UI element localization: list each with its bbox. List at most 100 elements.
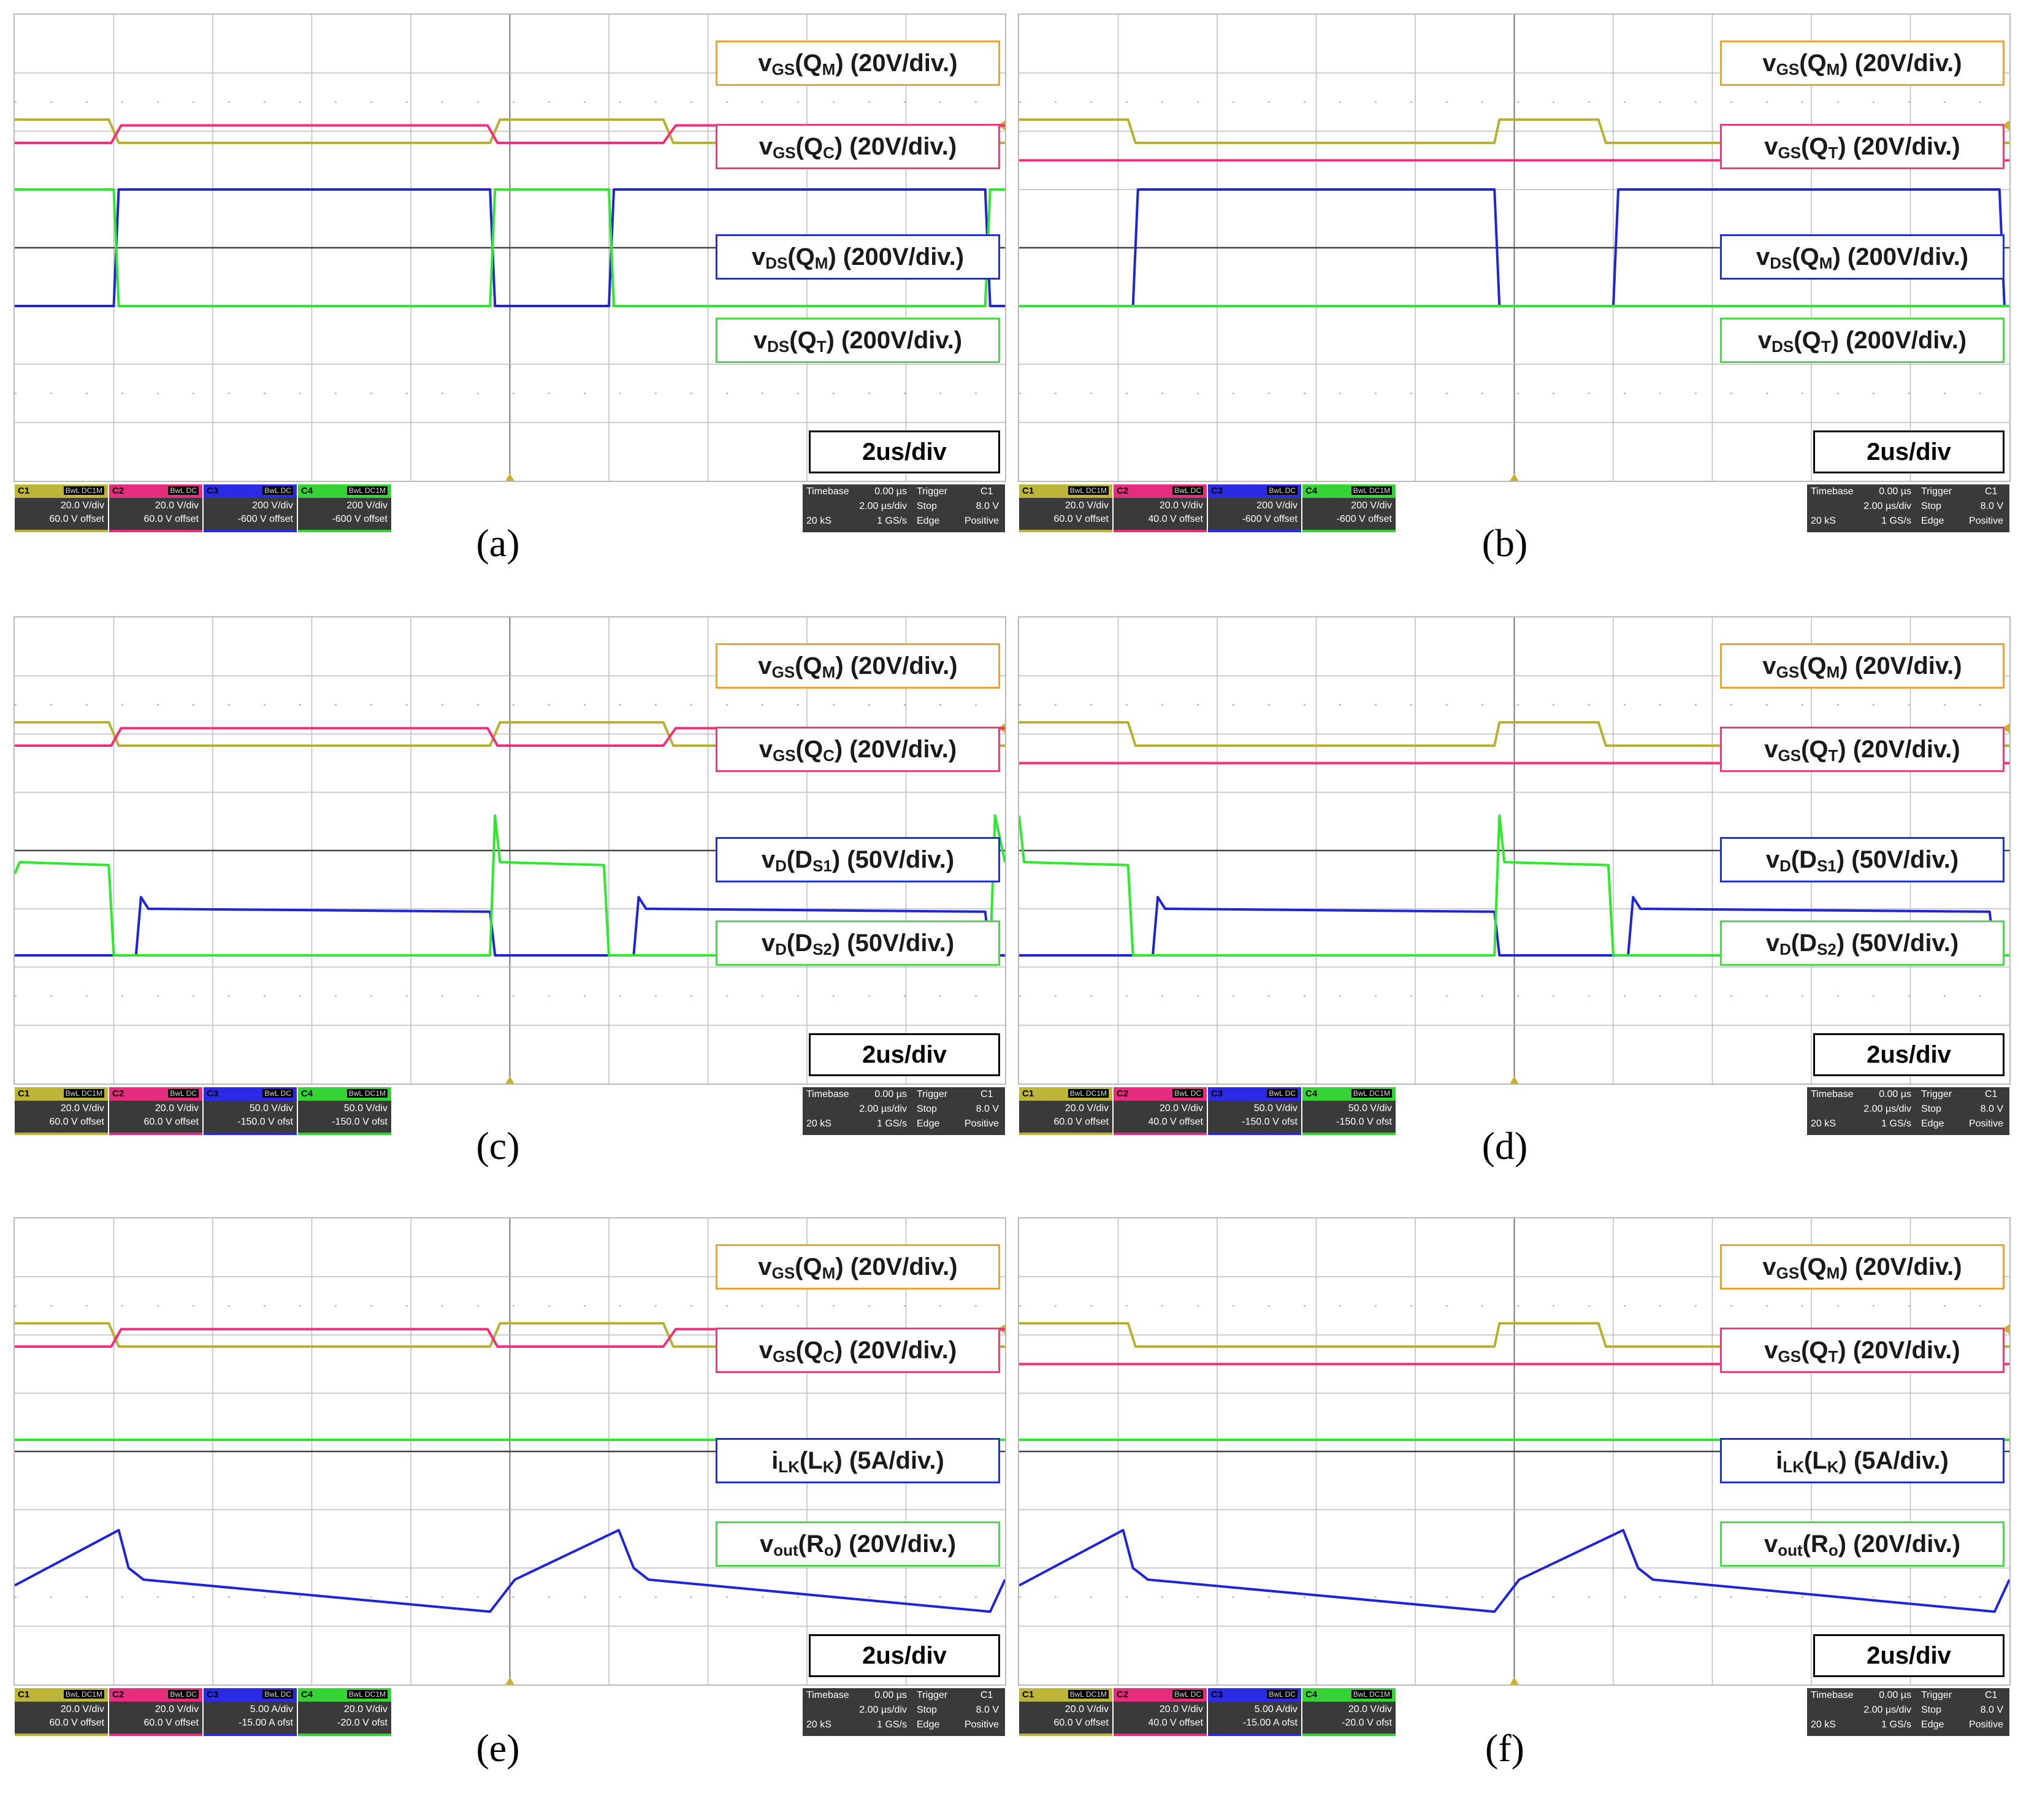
channel-underline bbox=[1208, 1734, 1301, 1736]
label-pre: v bbox=[1756, 243, 1770, 270]
channel-status-bar: C1 BwL DC1M 20.0 V/div 60.0 V offset C2 BwL D… bbox=[15, 1688, 1005, 1736]
timebase-samples: 20 kS bbox=[1811, 1719, 1836, 1730]
time-per-div-label: 2us/div bbox=[1813, 1634, 2005, 1677]
label-post: ) (200V/div.) bbox=[828, 243, 965, 270]
label-sub: GS bbox=[773, 746, 796, 765]
channel-name: C3 bbox=[1211, 1088, 1223, 1099]
label-pre: v bbox=[759, 1337, 773, 1364]
label-mid: (D bbox=[786, 930, 813, 957]
timebase-sample-rate: 1 GS/s bbox=[1881, 1719, 1911, 1730]
timebase-trigger-mode: Stop bbox=[917, 1705, 937, 1715]
label-post: ) (50V/div.) bbox=[831, 930, 955, 957]
channel-underline bbox=[15, 1133, 108, 1135]
timebase-sample-rate: 1 GS/s bbox=[1881, 1118, 1911, 1129]
timebase-rate: 2.00 µs/div bbox=[859, 1104, 907, 1114]
label-mid: (Q bbox=[795, 1253, 822, 1280]
timebase-trigger-src: C1 bbox=[1985, 1089, 1998, 1099]
scope-screen: vGS(QM) (20V/div.) vGS(QT) (20V/div.) vDS(… bbox=[1018, 13, 2011, 532]
channel-offset: 60.0 V offset bbox=[143, 1718, 199, 1728]
channel-scale: 20.0 V/div bbox=[343, 1704, 388, 1715]
timebase-trigger-level: 8.0 V bbox=[1980, 501, 2003, 511]
channel-name: C3 bbox=[207, 1689, 219, 1700]
trigger-level-marker bbox=[2002, 1324, 2009, 1334]
timebase-delay: 0.00 µs bbox=[1879, 486, 1911, 497]
label-pre: v bbox=[758, 1253, 772, 1280]
channel-info-c2: C2 BwL DC 20.0 V/div 40.0 V offset bbox=[1114, 1688, 1207, 1736]
scope-screen: vGS(QM) (20V/div.) vGS(QC) (20V/div.) iLK(… bbox=[13, 1217, 1006, 1736]
channel-offset: -600 V offset bbox=[1336, 514, 1392, 524]
timebase-trigger-src: C1 bbox=[980, 1690, 993, 1700]
label-post: ) (20V/div.) bbox=[1840, 1253, 1962, 1280]
channel-offset: -150.0 V ofst bbox=[1242, 1117, 1298, 1127]
signal-label: vGS(QC) (20V/div.) bbox=[716, 727, 1000, 772]
timebase-trigger-title: Trigger bbox=[917, 486, 948, 497]
channel-status-bar: C1 BwL DC1M 20.0 V/div 60.0 V offset C2 BwL D… bbox=[1019, 1087, 2009, 1135]
channel-scale: 50.0 V/div bbox=[249, 1103, 293, 1114]
channel-scale: 20.0 V/div bbox=[60, 1103, 104, 1114]
trigger-time-marker bbox=[1510, 1677, 1519, 1684]
label-sub: GS bbox=[1778, 746, 1802, 765]
label-pre: v bbox=[761, 930, 776, 957]
signal-label: vD(DS1) (50V/div.) bbox=[1720, 837, 2005, 882]
time-per-div-label: 2us/div bbox=[809, 1033, 1000, 1076]
scope-screen: vGS(QM) (20V/div.) vGS(QT) (20V/div.) iLK(… bbox=[1018, 1217, 2011, 1736]
channel-scale: 20.0 V/div bbox=[1159, 500, 1203, 511]
label-post: ) (20V/div.) bbox=[834, 133, 957, 160]
channel-underline bbox=[1114, 1133, 1207, 1135]
label-post: ) (50V/div.) bbox=[831, 846, 955, 873]
label-post: ) (200V/div.) bbox=[826, 327, 963, 354]
channel-coupling-tag: BwL DC1M bbox=[1068, 1690, 1109, 1699]
timebase-trigger-title: Trigger bbox=[1921, 486, 1952, 497]
trace-vdds1 bbox=[1019, 896, 2009, 957]
grid bbox=[1019, 618, 2009, 1084]
timebase-trigger-type: Edge bbox=[917, 1719, 940, 1730]
timebase-trigger-title: Trigger bbox=[1921, 1690, 1952, 1700]
label-sub2: M bbox=[814, 254, 828, 272]
channel-name: C2 bbox=[112, 1088, 124, 1099]
timebase-title: Timebase bbox=[806, 486, 849, 497]
label-post: ) (20V/div.) bbox=[835, 50, 958, 77]
timebase-samples: 20 kS bbox=[806, 1719, 831, 1730]
label-pre: v bbox=[758, 652, 772, 679]
signal-label: vGS(QC) (20V/div.) bbox=[716, 124, 1000, 169]
trigger-time-marker bbox=[505, 473, 514, 481]
channel-name: C2 bbox=[112, 1689, 124, 1700]
signal-label: vGS(QM) (20V/div.) bbox=[716, 1244, 1000, 1290]
channel-header: C1 BwL DC1M bbox=[15, 484, 108, 498]
channel-status-bar: C1 BwL DC1M 20.0 V/div 60.0 V offset C2 BwL D… bbox=[15, 484, 1005, 532]
channel-underline bbox=[1302, 1133, 1396, 1135]
label-post: ) (200V/div.) bbox=[1830, 327, 1967, 354]
label-post: ) (20V/div.) bbox=[835, 652, 958, 679]
label-mid: (D bbox=[1791, 930, 1817, 957]
label-sub: D bbox=[1779, 940, 1791, 958]
channel-info-c4: C4 BwL DC1M 50.0 V/div -150.0 V ofst bbox=[1302, 1087, 1396, 1135]
channel-offset: 40.0 V offset bbox=[1148, 1117, 1203, 1127]
timebase-trigger-mode: Stop bbox=[917, 501, 937, 511]
timebase-trigger-slope: Positive bbox=[1968, 1719, 2003, 1730]
channel-offset: 60.0 V offset bbox=[1053, 514, 1109, 524]
timebase-delay: 0.00 µs bbox=[1879, 1089, 1911, 1099]
channel-scale: 20.0 V/div bbox=[155, 1103, 199, 1114]
channel-name: C1 bbox=[1022, 1689, 1034, 1700]
channel-info-c3: C3 BwL DC 200 V/div -600 V offset bbox=[1208, 484, 1301, 532]
channel-status-bar: C1 BwL DC1M 20.0 V/div 60.0 V offset C2 BwL D… bbox=[15, 1087, 1005, 1135]
channel-name: C2 bbox=[1117, 1689, 1129, 1700]
channel-offset: -20.0 V ofst bbox=[337, 1718, 388, 1728]
channel-name: C4 bbox=[301, 1689, 313, 1700]
channel-header: C3 BwL DC bbox=[204, 484, 297, 498]
timebase-title: Timebase bbox=[1811, 1690, 1854, 1700]
channel-underline bbox=[109, 1734, 202, 1736]
timebase-sample-rate: 1 GS/s bbox=[877, 1118, 907, 1129]
timebase-title: Timebase bbox=[806, 1690, 849, 1700]
channel-name: C4 bbox=[1305, 486, 1318, 496]
timebase-trigger-slope: Positive bbox=[964, 1118, 999, 1129]
timebase-trigger-level: 8.0 V bbox=[976, 501, 999, 511]
channel-coupling-tag: BwL DC1M bbox=[346, 486, 388, 495]
channel-coupling-tag: BwL DC bbox=[1172, 1089, 1203, 1098]
label-mid: (Q bbox=[795, 1337, 824, 1364]
label-post: ) (20V/div.) bbox=[1840, 50, 1962, 77]
trace-ilklk bbox=[15, 1529, 1005, 1613]
signal-label: vGS(QT) (20V/div.) bbox=[1720, 727, 2005, 772]
channel-offset: -20.0 V ofst bbox=[1342, 1718, 1392, 1728]
channel-underline bbox=[1114, 1734, 1207, 1736]
